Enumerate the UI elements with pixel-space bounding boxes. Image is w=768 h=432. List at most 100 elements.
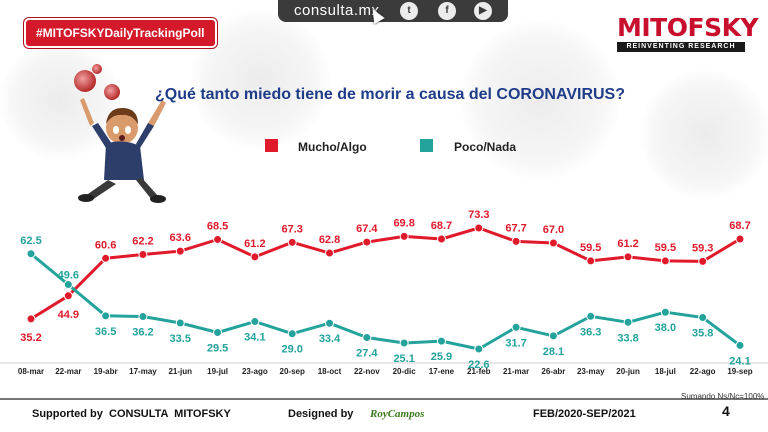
x-tick-label: 19-jul	[207, 367, 228, 376]
data-point	[548, 238, 558, 248]
data-label: 25.9	[431, 351, 452, 363]
x-tick-label: 18-jul	[655, 367, 676, 376]
youtube-icon[interactable]: ▶	[474, 2, 492, 20]
data-label: 60.6	[95, 239, 116, 251]
legend-label-poco: Poco/Nada	[454, 140, 517, 154]
data-label: 35.2	[20, 332, 41, 344]
x-tick-label: 23-ago	[242, 367, 268, 376]
data-point	[101, 311, 111, 321]
background-virus-2	[460, 20, 620, 180]
facebook-icon[interactable]: f	[438, 2, 456, 20]
data-point	[399, 231, 409, 241]
data-label: 68.7	[431, 220, 452, 232]
data-point	[63, 280, 73, 290]
data-point	[325, 318, 335, 328]
data-label: 67.0	[543, 224, 564, 236]
data-point	[548, 331, 558, 341]
x-tick-label: 17-ene	[429, 367, 455, 376]
designed-by-label: Designed by	[288, 408, 354, 420]
data-label: 33.8	[617, 332, 638, 344]
page-number: 4	[722, 403, 730, 419]
data-label: 36.5	[95, 326, 116, 338]
data-label: 36.2	[132, 327, 153, 339]
x-tick-label: 19-sep	[727, 367, 752, 376]
data-point	[586, 311, 596, 321]
data-point	[26, 249, 36, 259]
x-tick-label: 22-nov	[354, 367, 380, 376]
data-point	[436, 234, 446, 244]
site-link[interactable]: consulta.mx	[294, 2, 380, 19]
sumando-note: Sumando Ns/Nc=100%	[681, 392, 765, 401]
chart-question: ¿Qué tanto miedo tiene de morir a causa …	[154, 86, 625, 103]
data-point	[250, 252, 260, 262]
data-label: 33.4	[319, 333, 341, 345]
data-label: 73.3	[468, 209, 489, 221]
series-line-mucho-algo	[30, 226, 741, 321]
data-point	[325, 248, 335, 258]
data-point	[623, 317, 633, 327]
data-label: 68.7	[729, 220, 750, 232]
data-point	[138, 312, 148, 322]
top-bar: consulta.mx t f ▶	[278, 0, 508, 22]
x-tick-label: 20-dic	[393, 367, 417, 376]
data-point	[287, 237, 297, 247]
period-label: FEB/2020-SEP/2021	[533, 408, 636, 420]
data-label: 67.4	[356, 223, 378, 235]
data-label: 33.5	[170, 333, 191, 345]
data-label: 62.2	[132, 236, 153, 248]
data-label: 38.0	[655, 322, 676, 334]
data-point	[175, 246, 185, 256]
hashtag-badge: #MITOFSKYDailyTrackingPoll	[24, 18, 217, 48]
x-tick-label: 22-mar	[55, 367, 81, 376]
twitter-icon[interactable]: t	[400, 2, 418, 20]
data-point	[436, 336, 446, 346]
background-virus-4	[640, 70, 768, 200]
virus-icon	[74, 70, 96, 92]
scared-person-illustration	[78, 98, 166, 203]
data-label: 61.2	[244, 238, 265, 250]
data-point	[213, 328, 223, 338]
data-point	[660, 307, 670, 317]
data-point	[698, 312, 708, 322]
data-point	[511, 236, 521, 246]
data-point	[250, 317, 260, 327]
data-point	[511, 322, 521, 332]
brand-tagline: REINVENTING RESEARCH	[617, 42, 745, 52]
data-point	[175, 318, 185, 328]
supported-by: Supported by CONSULTA MITOFSKY	[32, 408, 231, 420]
legend-swatch-red	[265, 139, 278, 152]
x-tick-label: 21-mar	[503, 367, 529, 376]
data-label: 59.3	[692, 242, 713, 254]
data-point	[362, 333, 372, 343]
x-tick-label: 17-may	[129, 367, 157, 376]
x-tick-label: 21-jun	[168, 367, 192, 376]
data-label: 49.6	[58, 270, 79, 282]
line-chart: 35.2 44.9 60.6 62.2 63.6 68.5 61.2 67.3 62.8 67.4…	[0, 209, 768, 376]
data-label: 62.8	[319, 234, 340, 246]
data-point	[474, 223, 484, 233]
data-label: 35.8	[692, 328, 713, 340]
data-label: 69.8	[393, 217, 414, 229]
background-virus-3	[0, 40, 120, 160]
data-point	[623, 252, 633, 262]
data-point	[213, 234, 223, 244]
data-label: 25.1	[393, 353, 414, 365]
x-tick-label: 20-jun	[616, 367, 640, 376]
x-tick-label: 26-abr	[541, 367, 565, 376]
brand-logo: MITOFSKY REINVENTING RESEARCH	[617, 14, 759, 52]
data-label: 27.4	[356, 348, 378, 360]
data-point	[362, 237, 372, 247]
data-label: 24.1	[729, 355, 750, 367]
x-tick-label: 08-mar	[18, 367, 44, 376]
footer-bar	[0, 398, 768, 432]
x-tick-label: 23-may	[577, 367, 605, 376]
data-point	[698, 256, 708, 266]
data-point	[287, 329, 297, 339]
virus-icon	[104, 84, 120, 100]
legend-swatch-teal	[420, 139, 433, 152]
legend-label-mucho: Mucho/Algo	[298, 140, 367, 154]
x-tick-label: 19-abr	[94, 367, 118, 376]
data-point	[399, 338, 409, 348]
data-label: 67.7	[505, 222, 526, 234]
